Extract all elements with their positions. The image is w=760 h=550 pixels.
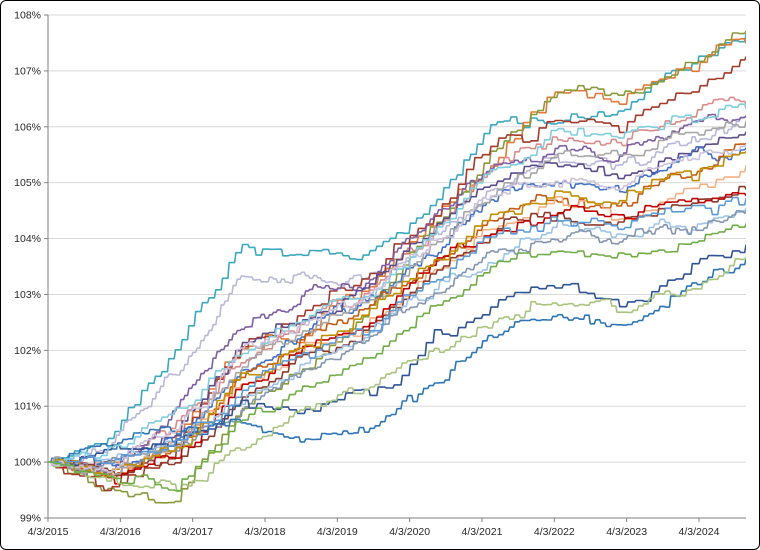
x-axis-label: 4/3/2021 xyxy=(462,526,503,538)
y-axis-label: 105% xyxy=(14,177,41,189)
series-line-red xyxy=(48,192,746,485)
y-axis-label: 108% xyxy=(14,10,41,22)
y-axis-label: 107% xyxy=(14,65,41,77)
x-axis-label: 4/3/2024 xyxy=(679,526,720,538)
y-axis-label: 103% xyxy=(14,289,41,301)
series-line-teal-bright xyxy=(48,33,746,464)
series-line-gray xyxy=(48,120,746,477)
y-axis-label: 99% xyxy=(20,513,41,525)
series-group xyxy=(48,30,746,504)
series-line-purple xyxy=(48,113,746,476)
series-line-dark-purple xyxy=(48,131,746,466)
x-axis-label: 4/3/2015 xyxy=(28,526,69,538)
y-axis-label: 102% xyxy=(14,345,41,357)
series-line-denim xyxy=(48,196,746,466)
x-axis-label: 4/3/2022 xyxy=(534,526,575,538)
series-line-lavender xyxy=(48,144,746,473)
x-axis-label: 4/3/2023 xyxy=(606,526,647,538)
x-axis-label: 4/3/2019 xyxy=(317,526,358,538)
series-line-rose xyxy=(48,96,746,477)
series-line-light-green xyxy=(48,256,746,493)
series-line-brick xyxy=(48,185,746,477)
x-axis-label: 4/3/2020 xyxy=(389,526,430,538)
y-axis-label: 101% xyxy=(14,401,41,413)
series-line-steel xyxy=(48,258,746,463)
y-axis-label: 106% xyxy=(14,121,41,133)
series-line-cyan-light xyxy=(48,103,746,463)
series-line-olive xyxy=(48,30,746,504)
series-line-navy xyxy=(48,244,746,466)
series-line-orange-dark xyxy=(48,143,746,479)
y-axis-label: 100% xyxy=(14,457,41,469)
y-axis-label: 104% xyxy=(14,233,41,245)
x-axis-label: 4/3/2016 xyxy=(100,526,141,538)
x-axis-label: 4/3/2018 xyxy=(245,526,286,538)
series-line-gold xyxy=(48,151,746,478)
series-line-forest xyxy=(48,223,746,492)
x-axis-label: 4/3/2017 xyxy=(172,526,213,538)
